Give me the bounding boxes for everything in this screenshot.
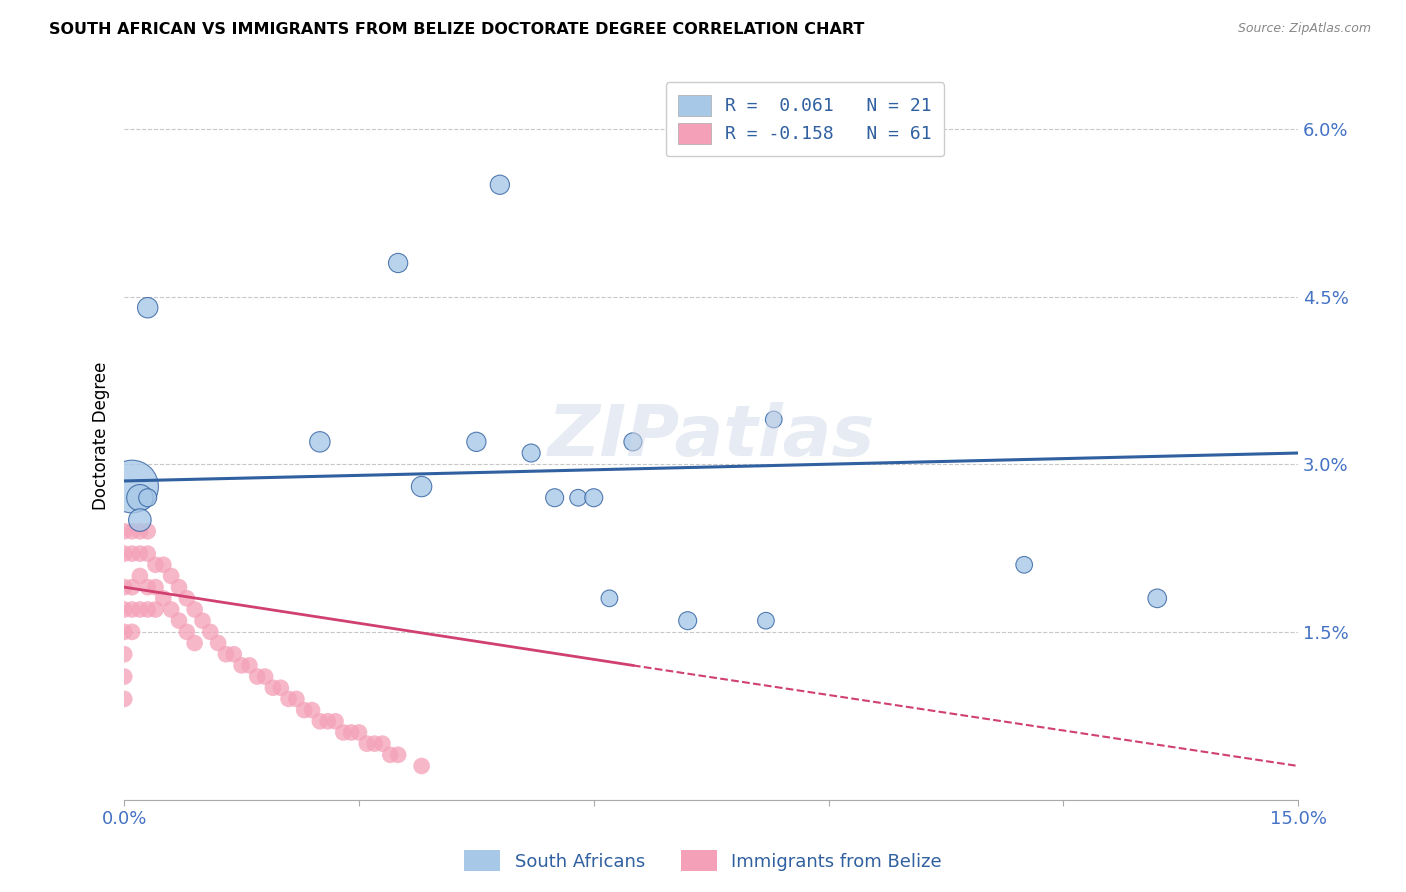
Point (160, 602, 183, 616)
Point (465, 434, 488, 449)
Point (183, 602, 205, 616)
Point (356, 737, 378, 751)
Point (411, 479, 433, 493)
Legend: South Africans, Immigrants from Belize: South Africans, Immigrants from Belize (457, 843, 949, 879)
Point (112, 547, 135, 561)
Point (543, 491, 565, 505)
Point (152, 558, 174, 572)
Legend: R =  0.061   N = 21, R = -0.158   N = 61: R = 0.061 N = 21, R = -0.158 N = 61 (665, 82, 945, 156)
Point (176, 624, 198, 639)
Point (598, 591, 620, 606)
Point (246, 669, 269, 683)
Point (200, 624, 222, 639)
Point (387, 747, 409, 762)
Point (136, 547, 159, 561)
Text: SOUTH AFRICAN VS IMMIGRANTS FROM BELIZE DOCTORATE DEGREE CORRELATION CHART: SOUTH AFRICAN VS IMMIGRANTS FROM BELIZE … (49, 22, 865, 37)
Point (121, 547, 143, 561)
Point (112, 580, 135, 594)
Point (621, 434, 644, 449)
Point (136, 301, 159, 315)
Point (347, 725, 370, 739)
Point (128, 602, 150, 616)
Point (285, 692, 308, 706)
Point (121, 602, 143, 616)
Point (136, 524, 159, 539)
Point (277, 692, 299, 706)
Point (167, 580, 190, 594)
Point (1012, 558, 1035, 572)
Point (145, 558, 167, 572)
Point (325, 714, 347, 729)
Point (520, 446, 543, 460)
Point (262, 681, 284, 695)
Point (152, 591, 174, 606)
Point (762, 412, 785, 426)
Point (292, 703, 315, 717)
Text: ZIPatlas: ZIPatlas (547, 401, 875, 471)
Point (112, 524, 135, 539)
Point (363, 737, 385, 751)
Point (270, 681, 292, 695)
Point (316, 714, 339, 729)
Point (567, 491, 589, 505)
Point (676, 614, 699, 628)
Point (207, 636, 229, 650)
Point (254, 669, 277, 683)
Point (112, 647, 135, 661)
Point (582, 491, 605, 505)
Point (128, 569, 150, 583)
Point (128, 491, 150, 505)
Point (121, 479, 143, 493)
Point (308, 434, 330, 449)
Point (301, 703, 323, 717)
Point (387, 256, 409, 270)
Y-axis label: Doctorate Degree: Doctorate Degree (93, 362, 110, 510)
Point (112, 624, 135, 639)
Point (136, 602, 159, 616)
Point (112, 692, 135, 706)
Point (121, 580, 143, 594)
Point (1146, 591, 1168, 606)
Point (121, 624, 143, 639)
Point (215, 647, 238, 661)
Point (380, 747, 402, 762)
Point (167, 614, 190, 628)
Point (238, 658, 260, 673)
Point (183, 636, 205, 650)
Point (121, 524, 143, 539)
Point (112, 669, 135, 683)
Point (128, 547, 150, 561)
Point (308, 714, 330, 729)
Point (371, 737, 394, 751)
Text: Source: ZipAtlas.com: Source: ZipAtlas.com (1237, 22, 1371, 36)
Point (411, 759, 433, 773)
Point (128, 524, 150, 539)
Point (145, 580, 167, 594)
Point (112, 602, 135, 616)
Point (191, 614, 214, 628)
Point (128, 513, 150, 527)
Point (160, 569, 183, 583)
Point (136, 580, 159, 594)
Point (489, 178, 512, 192)
Point (176, 591, 198, 606)
Point (145, 602, 167, 616)
Point (222, 647, 245, 661)
Point (332, 725, 354, 739)
Point (340, 725, 363, 739)
Point (136, 491, 159, 505)
Point (755, 614, 778, 628)
Point (231, 658, 253, 673)
